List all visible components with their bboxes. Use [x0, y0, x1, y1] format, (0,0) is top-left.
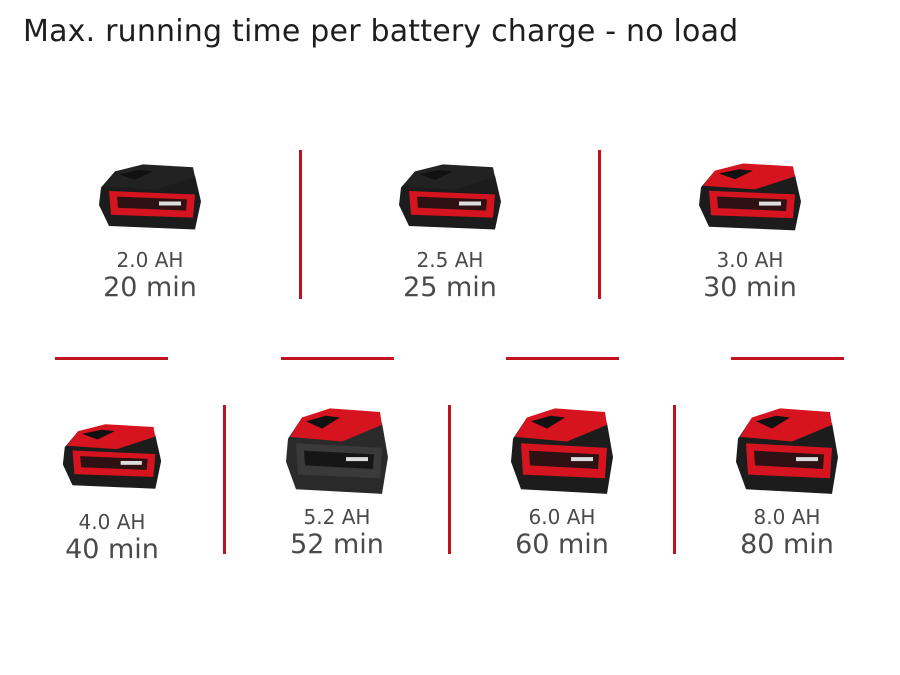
- battery-capacity: 8.0 AH: [753, 505, 821, 529]
- running-time: 52 min: [290, 529, 384, 560]
- battery-pack-icon: [99, 164, 201, 230]
- battery-item: 2.0 AH 20 min: [40, 148, 260, 304]
- divider: [506, 357, 619, 360]
- running-time: 80 min: [740, 529, 834, 560]
- divider: [448, 405, 451, 554]
- battery-capacity: 2.5 AH: [416, 248, 484, 272]
- battery-pack-icon: [736, 408, 838, 494]
- divider: [55, 357, 168, 360]
- divider: [673, 405, 676, 554]
- battery-capacity: 5.2 AH: [303, 505, 371, 529]
- divider: [281, 357, 394, 360]
- battery-item: 6.0 AH 60 min: [452, 400, 672, 561]
- running-time: 40 min: [65, 534, 159, 565]
- battery-pack-icon: [286, 408, 388, 494]
- battery-item: 2.5 AH 25 min: [340, 148, 560, 304]
- running-time: 30 min: [703, 272, 797, 303]
- divider: [598, 150, 601, 299]
- running-time: 60 min: [515, 529, 609, 560]
- battery-capacity: 6.0 AH: [528, 505, 596, 529]
- battery-capacity: 3.0 AH: [716, 248, 784, 272]
- battery-item: 8.0 AH 80 min: [677, 400, 897, 561]
- divider: [223, 405, 226, 554]
- battery-capacity: 2.0 AH: [116, 248, 184, 272]
- battery-pack-icon: [699, 163, 801, 231]
- battery-item: 3.0 AH 30 min: [640, 148, 860, 304]
- battery-pack-icon: [511, 408, 613, 494]
- battery-item: 5.2 AH 52 min: [227, 400, 447, 561]
- battery-item: 4.0 AH 40 min: [2, 405, 222, 566]
- divider: [731, 357, 844, 360]
- running-time: 20 min: [103, 272, 197, 303]
- divider: [299, 150, 302, 299]
- page-title: Max. running time per battery charge - n…: [23, 14, 739, 49]
- running-time: 25 min: [403, 272, 497, 303]
- battery-pack-icon: [62, 424, 162, 489]
- battery-capacity: 4.0 AH: [78, 510, 146, 534]
- battery-pack-icon: [399, 164, 501, 230]
